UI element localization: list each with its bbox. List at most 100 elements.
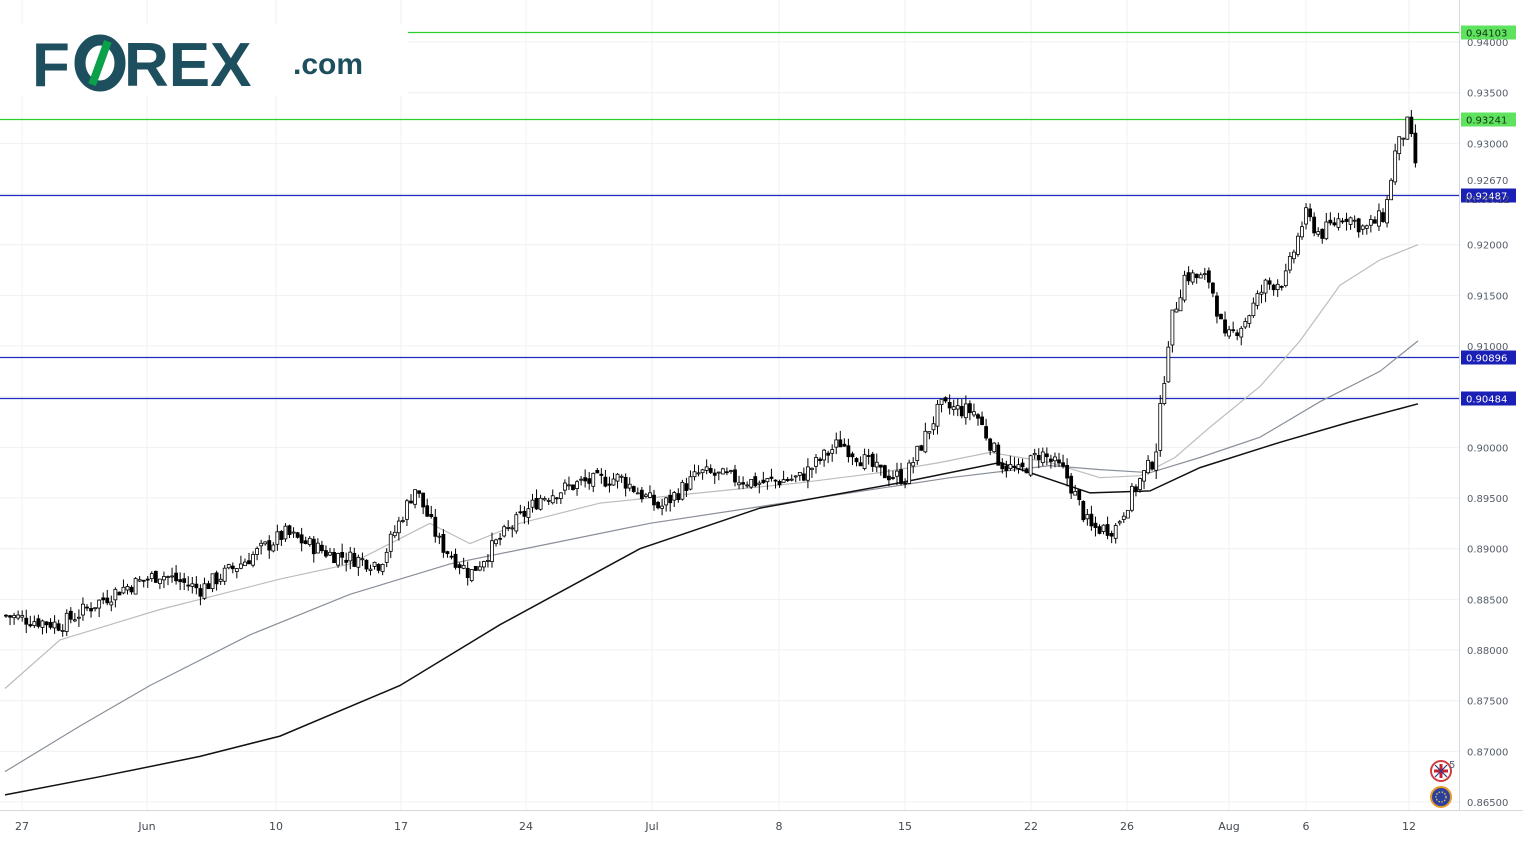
candle	[1227, 325, 1231, 339]
candle	[526, 501, 531, 525]
candle	[1271, 283, 1276, 296]
candle	[117, 591, 122, 596]
candle	[376, 563, 381, 574]
candle	[348, 546, 353, 570]
candle	[603, 469, 608, 488]
candle	[692, 464, 697, 481]
candle	[797, 471, 802, 481]
candle	[1304, 203, 1308, 230]
candle	[1028, 454, 1033, 477]
candle	[563, 479, 567, 495]
candle	[1162, 376, 1167, 406]
candle	[1032, 448, 1037, 460]
candle	[1377, 203, 1381, 231]
candle	[931, 416, 936, 435]
x-tick-label: 22	[1024, 820, 1038, 833]
candle	[218, 573, 223, 585]
candle	[854, 457, 859, 467]
candle	[1279, 285, 1284, 291]
candle	[550, 489, 555, 505]
candle	[28, 615, 33, 628]
candle	[1332, 217, 1337, 227]
y-tick-label: 0.86500	[1467, 798, 1508, 809]
candle	[109, 595, 114, 612]
candle	[1016, 458, 1021, 474]
candle	[243, 558, 247, 567]
candle	[567, 476, 571, 491]
candle	[1385, 195, 1389, 228]
candle	[332, 548, 336, 564]
x-tick-label: Aug	[1218, 820, 1239, 833]
candle	[1057, 452, 1061, 467]
candle	[1024, 467, 1029, 474]
candle	[44, 621, 49, 634]
candle	[279, 530, 284, 546]
candle	[943, 396, 948, 404]
y-tick-label: 0.93500	[1467, 89, 1508, 100]
candle	[939, 398, 944, 413]
candle	[465, 561, 470, 586]
candle	[1373, 216, 1377, 224]
x-tick-label: 12	[1402, 820, 1416, 833]
candle	[672, 490, 677, 507]
candle	[725, 467, 729, 476]
candle	[1125, 509, 1130, 519]
candle	[542, 496, 547, 502]
forex-logo: F REX .com	[0, 24, 408, 100]
candle	[1182, 270, 1187, 303]
candle	[12, 612, 17, 625]
grid-layer	[0, 0, 1459, 810]
candle	[85, 604, 89, 612]
price-tags-layer: 0.94103 0.93241 0.92487 0.90896 0.90484	[1461, 25, 1516, 406]
candle	[745, 481, 750, 489]
candle	[1134, 484, 1138, 497]
candle	[510, 525, 515, 538]
candle	[583, 469, 588, 488]
candle	[1316, 227, 1321, 237]
candle	[1105, 516, 1110, 540]
candle	[1324, 212, 1329, 241]
candle	[1166, 341, 1171, 383]
moving-average-3	[4, 403, 1419, 796]
candle	[947, 394, 952, 415]
candle	[1381, 208, 1385, 223]
candle	[222, 565, 227, 586]
uk-flag-icon[interactable]	[1430, 760, 1452, 782]
x-tick-label: 6	[1303, 820, 1310, 833]
candle	[247, 552, 251, 565]
candle	[60, 624, 65, 637]
candle	[1150, 460, 1155, 471]
y-tick-label: 0.92000	[1467, 241, 1508, 252]
candle	[818, 457, 822, 465]
candle	[579, 475, 583, 486]
candle	[1113, 523, 1118, 544]
candle	[712, 468, 717, 484]
candle	[368, 564, 373, 576]
candle	[1053, 452, 1057, 468]
candle	[729, 469, 733, 474]
candle	[24, 609, 29, 634]
eu-flag-icon[interactable]	[1430, 786, 1452, 808]
candle	[315, 538, 320, 554]
candle	[384, 548, 389, 568]
candle	[486, 553, 490, 568]
candle	[862, 448, 867, 471]
candle	[8, 614, 12, 626]
candle	[652, 489, 656, 511]
candle	[1170, 309, 1175, 353]
candle	[97, 599, 102, 618]
candle	[226, 563, 231, 570]
candle	[1130, 483, 1134, 513]
candle	[554, 496, 559, 504]
candle	[178, 572, 183, 591]
last-price-label: 0.92670	[1467, 176, 1508, 187]
candle	[996, 442, 1001, 466]
logo-o-icon	[74, 34, 126, 92]
candle	[52, 615, 57, 634]
candle	[534, 489, 539, 510]
candle	[668, 489, 673, 512]
candle	[461, 557, 466, 570]
candle	[1263, 278, 1268, 303]
candle	[915, 445, 920, 465]
